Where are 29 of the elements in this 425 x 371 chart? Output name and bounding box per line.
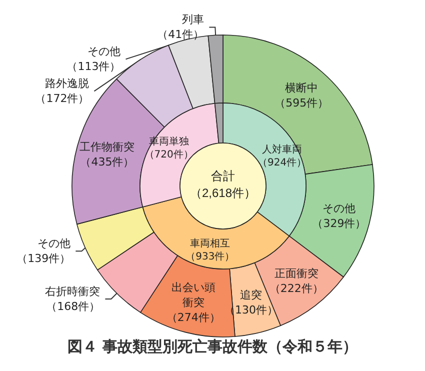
- slice-label: 追突: [240, 288, 262, 302]
- data-label: （435件）: [80, 155, 134, 168]
- slice-label: 正面衝突: [274, 266, 318, 280]
- slice-label: 路外逸脱: [45, 77, 90, 90]
- slice-label: 右折時衝突: [45, 285, 100, 298]
- data-label: （41件）: [157, 28, 204, 42]
- data-label: （130件）: [224, 304, 278, 317]
- data-label: （168件）: [46, 300, 100, 314]
- slice-label: 車両相互: [190, 238, 230, 250]
- text: （2,618件）: [190, 186, 256, 200]
- slice-label: 出会い頭衝突: [171, 280, 216, 309]
- slice-label: その他: [38, 237, 71, 250]
- data-label: （113件）: [66, 60, 121, 74]
- data-label: （933件）: [186, 252, 235, 263]
- data-label: （274件）: [166, 310, 220, 324]
- data-label: （329件）: [312, 216, 366, 230]
- slice-label: 工作物衝突: [80, 140, 135, 154]
- slice-label: 横断中: [285, 81, 318, 94]
- data-label: （924件）: [258, 158, 307, 169]
- text: 合計: [211, 169, 235, 183]
- data-label: （222件）: [269, 282, 324, 295]
- slice-label: その他: [88, 45, 121, 58]
- slice-label: 列車: [182, 13, 204, 26]
- data-label: （172件）: [35, 92, 90, 106]
- data-label: （720件）: [144, 149, 194, 160]
- data-label: （595件）: [274, 96, 329, 110]
- slice-label: その他: [322, 202, 356, 215]
- text: 図４ 事故類型別死亡事故件数（令和５年）: [67, 338, 358, 356]
- data-label: （139件）: [16, 252, 71, 266]
